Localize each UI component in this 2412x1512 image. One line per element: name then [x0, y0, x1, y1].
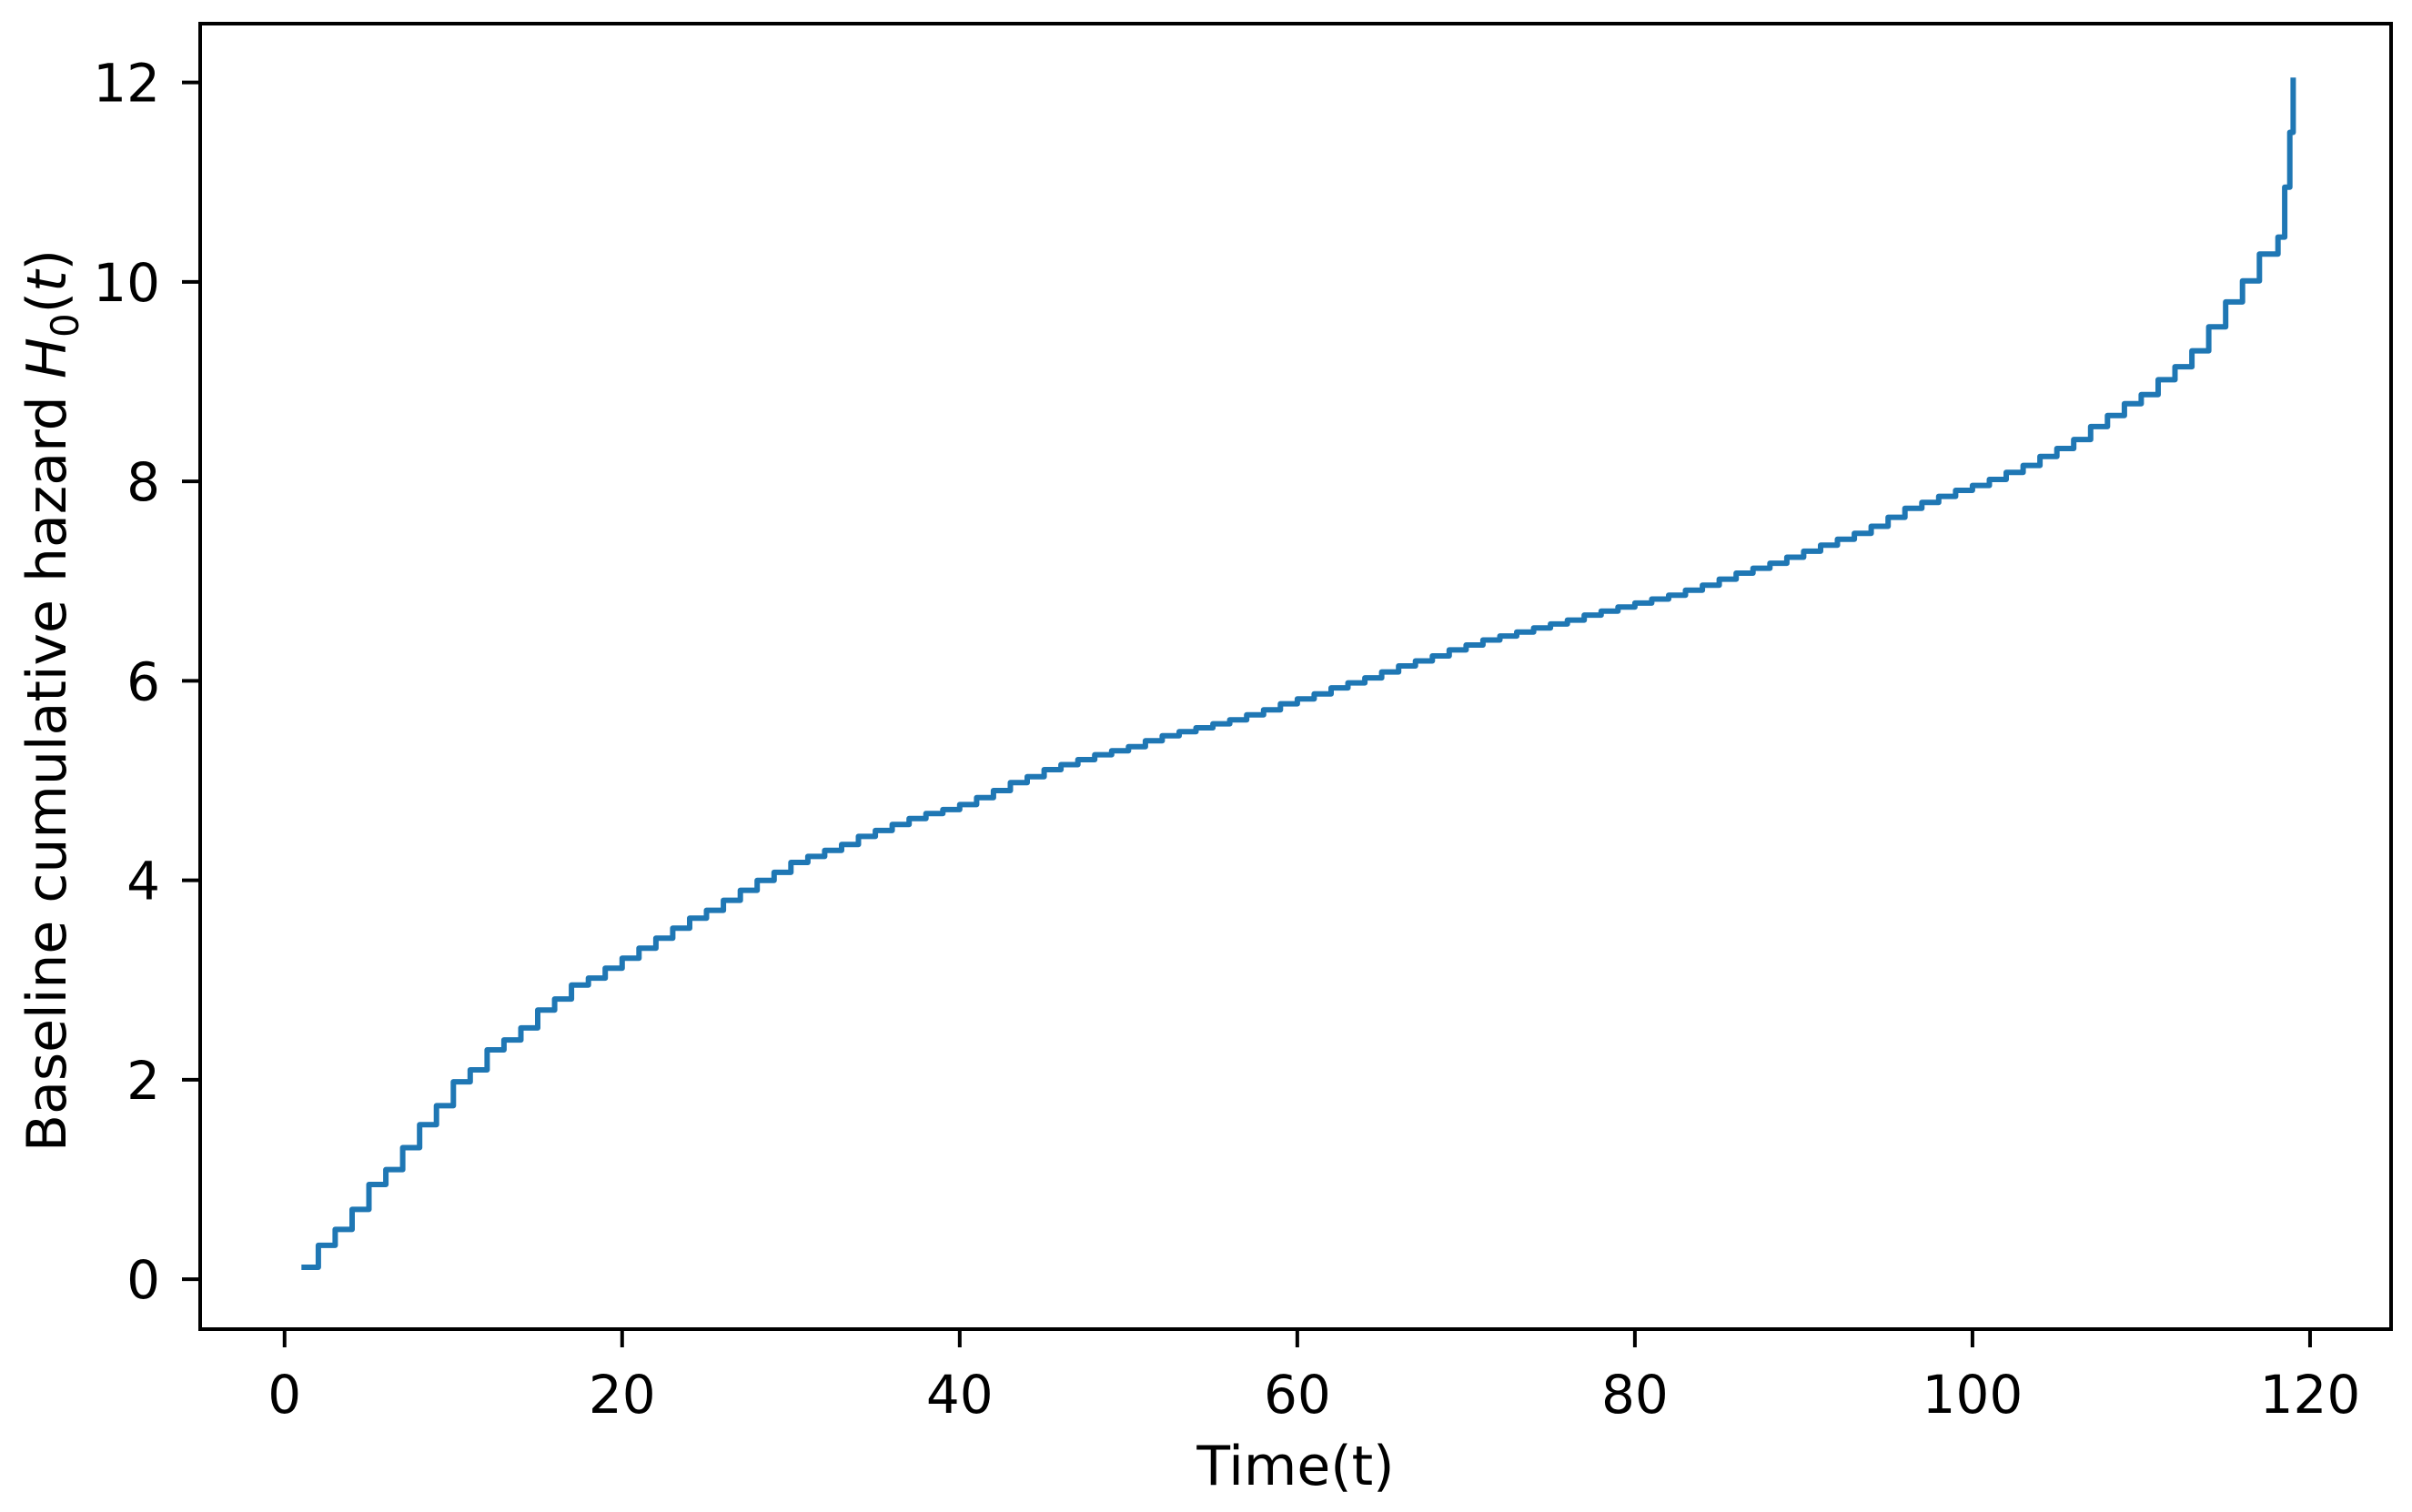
x-tick-label: 80 — [1601, 1364, 1669, 1426]
y-axis-label: Baseline cumulative hazard H0(t) — [15, 249, 87, 1152]
y-axis-label-part: Baseline cumulative hazard — [15, 378, 79, 1152]
y-tick-label: 8 — [126, 451, 160, 513]
y-tick-label: 10 — [93, 252, 160, 314]
y-axis-label-part: 0 — [43, 313, 87, 338]
x-tick-label: 120 — [2260, 1364, 2361, 1426]
y-axis-label-part: ) — [15, 249, 79, 270]
hazard-curve — [301, 77, 2296, 1270]
y-tick-label: 6 — [126, 650, 160, 712]
y-axis-label-part: H — [15, 338, 79, 378]
y-tick-label: 12 — [93, 53, 160, 115]
y-tick-label: 0 — [126, 1249, 160, 1311]
x-tick-label: 100 — [1923, 1364, 2023, 1426]
y-tick-label: 2 — [126, 1050, 160, 1112]
y-axis-label-part: ( — [15, 292, 79, 313]
x-tick-label: 20 — [589, 1364, 656, 1426]
x-tick-label: 0 — [267, 1364, 301, 1426]
y-tick-label: 4 — [126, 851, 160, 912]
y-axis-label-part: t — [15, 268, 79, 292]
x-axis-label: Time(t) — [1196, 1435, 1394, 1498]
x-tick-label: 60 — [1264, 1364, 1331, 1426]
x-axis: 0 20 40 60 80 100 120 — [267, 1329, 2360, 1426]
x-tick-label: 40 — [926, 1364, 994, 1426]
plot-border — [198, 22, 2393, 1331]
y-axis: 0 2 4 6 8 10 12 — [93, 53, 200, 1311]
